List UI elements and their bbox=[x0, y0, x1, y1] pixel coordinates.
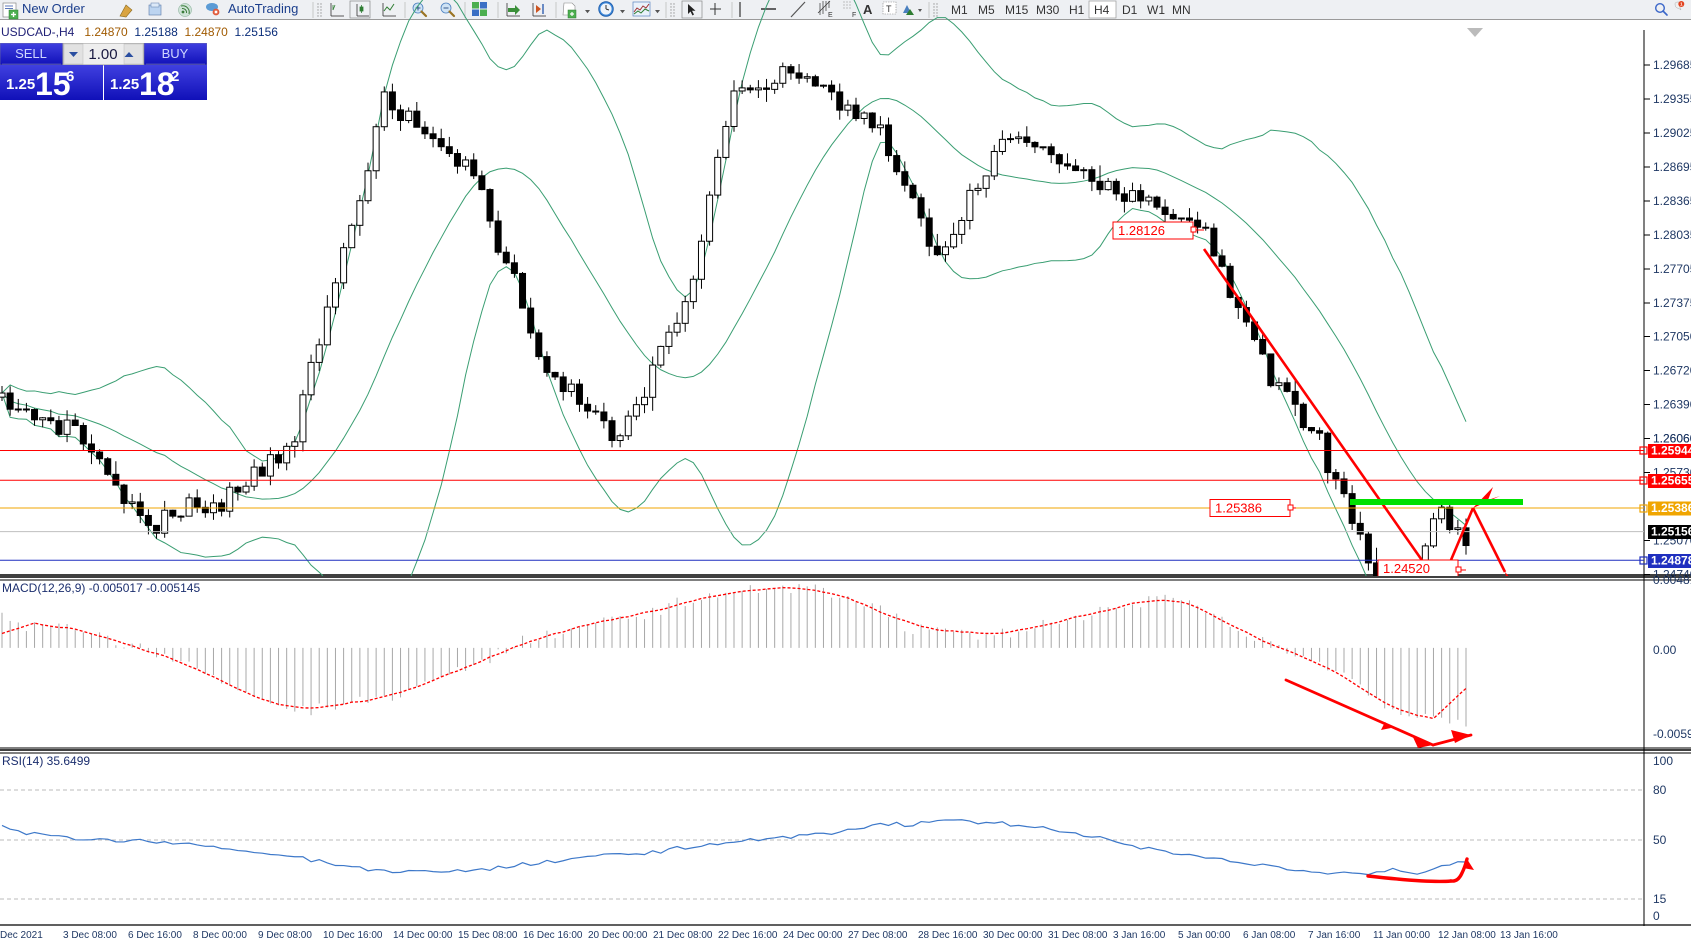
svg-text:M15: M15 bbox=[1005, 3, 1029, 17]
svg-text:10 Dec 16:00: 10 Dec 16:00 bbox=[323, 930, 383, 941]
svg-text:6 Jan 08:00: 6 Jan 08:00 bbox=[1243, 930, 1296, 941]
svg-text:W1: W1 bbox=[1147, 3, 1165, 17]
svg-text:12 Jan 08:00: 12 Jan 08:00 bbox=[1438, 930, 1496, 941]
svg-text:A: A bbox=[863, 2, 873, 17]
svg-text:MN: MN bbox=[1172, 3, 1191, 17]
svg-text:7 Jan 16:00: 7 Jan 16:00 bbox=[1308, 930, 1361, 941]
svg-text:1.29355: 1.29355 bbox=[1653, 92, 1691, 106]
svg-text:1.24520: 1.24520 bbox=[1383, 561, 1430, 576]
svg-text:15: 15 bbox=[1653, 892, 1667, 906]
svg-text:1.29685: 1.29685 bbox=[1653, 58, 1691, 72]
svg-text:0: 0 bbox=[1653, 909, 1660, 923]
svg-text:18: 18 bbox=[139, 66, 175, 100]
svg-text:H4: H4 bbox=[1094, 3, 1110, 17]
svg-text:1.24878: 1.24878 bbox=[1651, 554, 1691, 568]
svg-text:1.25655: 1.25655 bbox=[1651, 474, 1691, 488]
svg-text:6 Dec 16:00: 6 Dec 16:00 bbox=[128, 930, 182, 941]
svg-text:1.27375: 1.27375 bbox=[1653, 296, 1691, 310]
svg-text:T: T bbox=[886, 4, 892, 14]
svg-text:20 Dec 00:00: 20 Dec 00:00 bbox=[588, 930, 648, 941]
svg-text:11 Jan 00:00: 11 Jan 00:00 bbox=[1373, 930, 1431, 941]
svg-text:F: F bbox=[852, 12, 856, 19]
svg-text:M30: M30 bbox=[1036, 3, 1060, 17]
svg-text:24 Dec 00:00: 24 Dec 00:00 bbox=[783, 930, 843, 941]
svg-text:22 Dec 16:00: 22 Dec 16:00 bbox=[718, 930, 778, 941]
svg-text:1.28035: 1.28035 bbox=[1653, 228, 1691, 242]
svg-text:21 Dec 08:00: 21 Dec 08:00 bbox=[653, 930, 713, 941]
svg-text:1.29025: 1.29025 bbox=[1653, 126, 1691, 140]
svg-text:1.26390: 1.26390 bbox=[1653, 398, 1691, 412]
svg-text:0.004815: 0.004815 bbox=[1653, 576, 1691, 587]
svg-text:15 Dec 08:00: 15 Dec 08:00 bbox=[458, 930, 518, 941]
svg-text:0.00: 0.00 bbox=[1653, 643, 1677, 657]
svg-text:1.27705: 1.27705 bbox=[1653, 262, 1691, 276]
svg-text:1.25386: 1.25386 bbox=[1651, 501, 1691, 515]
svg-text:28 Dec 16:00: 28 Dec 16:00 bbox=[918, 930, 978, 941]
svg-text:RSI(14) 35.6499: RSI(14) 35.6499 bbox=[2, 754, 90, 768]
svg-text:1.28695: 1.28695 bbox=[1653, 160, 1691, 174]
svg-text:MACD(12,26,9) -0.005017 -0.005: MACD(12,26,9) -0.005017 -0.005145 bbox=[2, 581, 200, 595]
svg-text:-0.005985: -0.005985 bbox=[1653, 727, 1691, 741]
svg-text:27 Dec 08:00: 27 Dec 08:00 bbox=[848, 930, 908, 941]
svg-text:80: 80 bbox=[1653, 783, 1667, 797]
svg-text:SELL: SELL bbox=[15, 46, 47, 61]
svg-text:1.28365: 1.28365 bbox=[1653, 194, 1691, 208]
svg-text:1.25156: 1.25156 bbox=[1651, 525, 1691, 539]
svg-text:16 Dec 16:00: 16 Dec 16:00 bbox=[523, 930, 583, 941]
svg-text:1.27050: 1.27050 bbox=[1653, 330, 1691, 344]
svg-text:13 Jan 16:00: 13 Jan 16:00 bbox=[1500, 930, 1558, 941]
svg-text:M1: M1 bbox=[951, 3, 968, 17]
svg-text:2: 2 bbox=[171, 68, 179, 85]
svg-text:3 Jan 16:00: 3 Jan 16:00 bbox=[1113, 930, 1166, 941]
svg-text:New Order: New Order bbox=[22, 1, 86, 16]
svg-text:1.26720: 1.26720 bbox=[1653, 364, 1691, 378]
svg-text:6: 6 bbox=[66, 68, 74, 85]
svg-text:1.25: 1.25 bbox=[6, 76, 35, 93]
svg-text:1.25944: 1.25944 bbox=[1651, 444, 1691, 458]
svg-text:E: E bbox=[828, 12, 833, 19]
svg-text:8 Dec 00:00: 8 Dec 00:00 bbox=[193, 930, 247, 941]
svg-text:3 Dec 08:00: 3 Dec 08:00 bbox=[63, 930, 117, 941]
svg-text:14 Dec 00:00: 14 Dec 00:00 bbox=[393, 930, 453, 941]
svg-text:30 Dec 00:00: 30 Dec 00:00 bbox=[983, 930, 1043, 941]
svg-text:100: 100 bbox=[1653, 754, 1673, 768]
svg-text:Dec 2021: Dec 2021 bbox=[0, 930, 43, 941]
svg-text:9 Dec 08:00: 9 Dec 08:00 bbox=[258, 930, 312, 941]
svg-text:H1: H1 bbox=[1069, 3, 1085, 17]
svg-text:D1: D1 bbox=[1122, 3, 1138, 17]
svg-text:5 Jan 00:00: 5 Jan 00:00 bbox=[1178, 930, 1231, 941]
svg-text:AutoTrading: AutoTrading bbox=[228, 1, 298, 16]
svg-text:1.25386: 1.25386 bbox=[1215, 501, 1262, 516]
svg-text:31 Dec 08:00: 31 Dec 08:00 bbox=[1048, 930, 1108, 941]
svg-text:50: 50 bbox=[1653, 833, 1667, 847]
svg-text:1.25: 1.25 bbox=[110, 76, 139, 93]
svg-text:BUY: BUY bbox=[162, 46, 189, 61]
svg-text:M5: M5 bbox=[978, 3, 995, 17]
svg-text:1.00: 1.00 bbox=[88, 46, 117, 63]
svg-text:1.28126: 1.28126 bbox=[1118, 223, 1165, 238]
